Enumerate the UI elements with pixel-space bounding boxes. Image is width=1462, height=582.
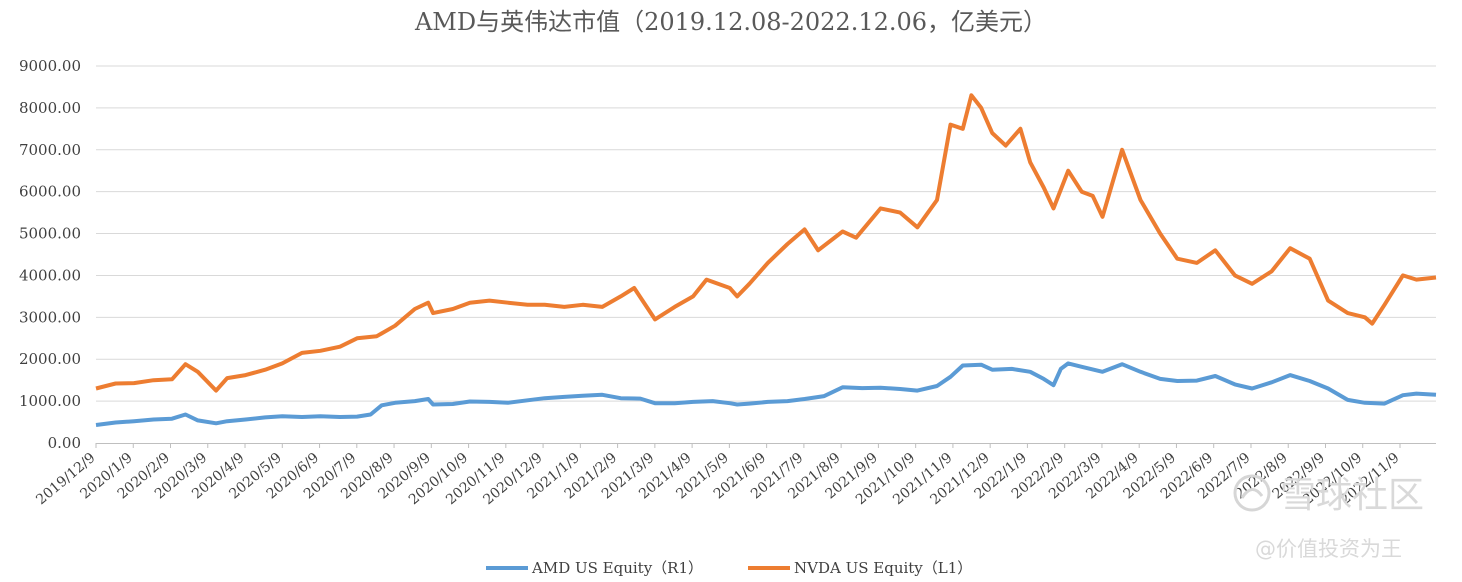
y-tick-label: 0.00 <box>48 434 81 452</box>
watermark: 雪球社区 @价值投资为王 <box>1233 474 1424 561</box>
y-tick-label: 3000.00 <box>19 308 81 326</box>
watermark-logo-text: 雪球社区 <box>1280 475 1424 516</box>
legend-label-nvda: NVDA US Equity（L1） <box>794 559 972 577</box>
y-axis-ticks: 0.00 1000.00 2000.00 3000.00 4000.00 5000.00 6… <box>19 57 81 452</box>
y-tick-label: 8000.00 <box>19 99 81 117</box>
series-line-nvda <box>95 93 1437 393</box>
x-axis-ticks: 2019/12/92020/1/92020/2/92020/3/92020/4/… <box>33 443 1403 508</box>
watermark-handle: @价值投资为王 <box>1255 537 1402 561</box>
y-tick-label: 6000.00 <box>19 183 81 201</box>
gridlines <box>96 65 1436 402</box>
series-lines <box>95 93 1437 427</box>
legend: AMD US Equity（R1） NVDA US Equity（L1） <box>486 559 972 577</box>
chart-title: AMD与英伟达市值（2019.12.08-2022.12.06，亿美元） <box>414 8 1047 36</box>
y-tick-label: 1000.00 <box>19 392 81 410</box>
y-tick-label: 7000.00 <box>19 141 81 159</box>
series-line-amd <box>95 361 1437 427</box>
y-tick-label: 9000.00 <box>19 57 81 75</box>
y-tick-label: 4000.00 <box>19 266 81 284</box>
y-tick-label: 5000.00 <box>19 225 81 243</box>
y-tick-label: 2000.00 <box>19 350 81 368</box>
legend-label-amd: AMD US Equity（R1） <box>531 559 703 577</box>
snowball-logo-icon <box>1233 474 1271 512</box>
